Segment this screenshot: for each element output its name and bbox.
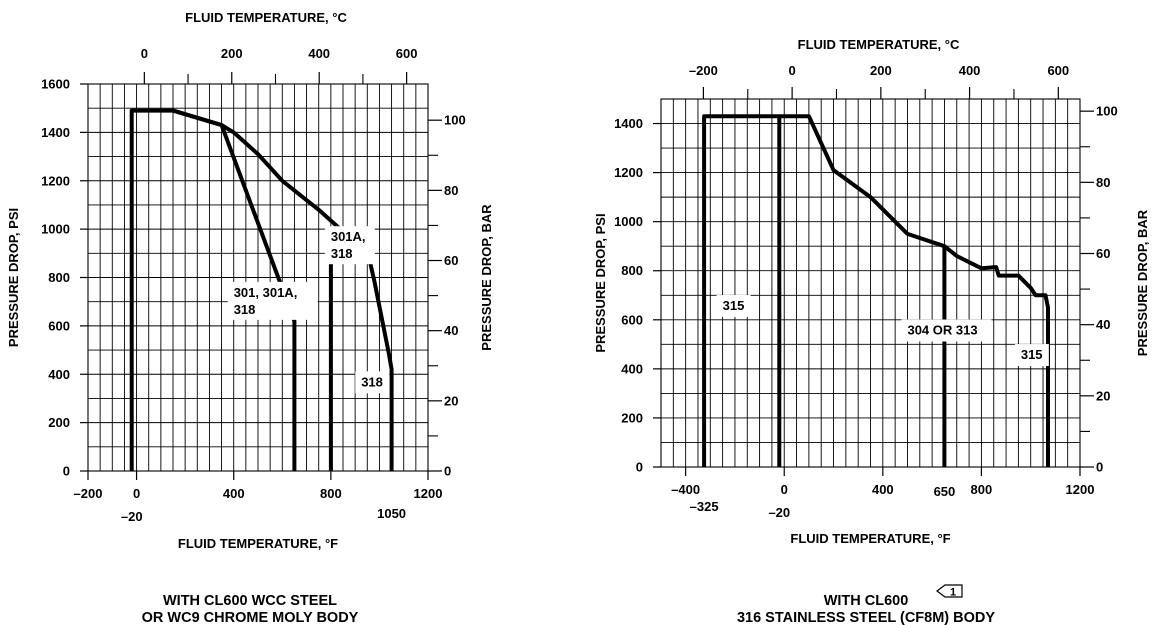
series-line <box>702 114 1050 467</box>
annotation-label: 315 <box>723 298 745 313</box>
x-axis-title: FLUID TEMPERATURE, °F <box>178 536 338 551</box>
x-tick-label: –400 <box>671 482 700 497</box>
x2-tick-label: –200 <box>689 63 718 78</box>
x-axis-title: FLUID TEMPERATURE, °F <box>790 531 950 546</box>
x-tick-label: –200 <box>74 486 103 501</box>
x-tick-label: 800 <box>320 486 342 501</box>
x2-axis-title: FLUID TEMPERATURE, °C <box>185 10 347 25</box>
x2-tick-label: 0 <box>141 46 148 61</box>
y-tick-label: 1000 <box>614 214 643 229</box>
x-tick-label: 1200 <box>414 486 443 501</box>
annotation-label: 301A, <box>331 229 366 244</box>
y2-tick-label: 100 <box>444 113 466 128</box>
y-tick-label: 600 <box>48 318 70 333</box>
x-special-label: –20 <box>121 509 143 524</box>
y-tick-label: 800 <box>48 270 70 285</box>
grid <box>660 98 1081 468</box>
chart-caption: WITH CL600 <box>824 593 909 609</box>
annotation-label: 318 <box>361 374 383 389</box>
x-tick-label: 400 <box>223 486 245 501</box>
left-chart: 0200400600800100012001400160002040608010… <box>6 10 494 625</box>
y-tick-label: 200 <box>621 410 643 425</box>
x2-tick-label: 400 <box>308 46 330 61</box>
y2-tick-label: 60 <box>1096 246 1110 261</box>
annotation-background <box>716 294 751 317</box>
y2-axis-title: PRESSURE DROP, BAR <box>479 204 494 351</box>
y2-tick-label: 60 <box>444 253 458 268</box>
y2-tick-label: 80 <box>1096 175 1110 190</box>
annotation-background <box>1014 344 1049 367</box>
y2-tick-label: 0 <box>444 464 451 479</box>
y-tick-label: 1600 <box>41 77 70 92</box>
annotation-label: 301, 301A, <box>234 285 298 300</box>
y-tick-label: 1000 <box>41 222 70 237</box>
annotation-label: 318 <box>331 246 353 261</box>
annotation-label: 304 OR 313 <box>907 323 977 338</box>
y-tick-label: 1200 <box>614 165 643 180</box>
chart-caption: WITH CL600 WCC STEEL <box>163 593 337 609</box>
y2-tick-label: 20 <box>444 393 458 408</box>
plot-frame <box>660 98 1081 468</box>
y2-tick-label: 20 <box>1096 388 1110 403</box>
y-tick-label: 1400 <box>41 125 70 140</box>
x-tick-label: 400 <box>872 482 894 497</box>
x-tick-label: 800 <box>971 482 993 497</box>
annotation-background <box>227 281 318 320</box>
x-special-label: –20 <box>768 505 790 520</box>
annotation-label: 315 <box>1021 347 1043 362</box>
annotation-background <box>324 226 375 265</box>
right-chart: 0200400600800100012001400020406080100–40… <box>593 37 1150 625</box>
annotation-label: 318 <box>234 302 256 317</box>
x2-tick-label: 400 <box>959 63 981 78</box>
x-special-label: 1050 <box>377 506 406 521</box>
chart-caption: OR WC9 CHROME MOLY BODY <box>142 610 359 625</box>
y2-tick-label: 80 <box>444 183 458 198</box>
y-tick-label: 0 <box>63 464 70 479</box>
x2-tick-label: 600 <box>396 46 418 61</box>
x2-tick-label: 600 <box>1047 63 1069 78</box>
y-tick-label: 400 <box>48 367 70 382</box>
x-special-label: 650 <box>934 484 956 499</box>
y-tick-label: 0 <box>636 460 643 475</box>
grid <box>87 83 429 472</box>
y-tick-label: 1200 <box>41 173 70 188</box>
x-special-label: –325 <box>690 499 719 514</box>
annotation-background <box>355 371 390 394</box>
x2-axis-title: FLUID TEMPERATURE, °C <box>798 37 960 52</box>
x-tick-label: 0 <box>133 486 140 501</box>
y-axis-title: PRESSURE DROP, PSI <box>6 208 21 347</box>
y2-tick-label: 100 <box>1096 104 1118 119</box>
y-tick-label: 200 <box>48 415 70 430</box>
y-tick-label: 600 <box>621 312 643 327</box>
x2-tick-label: 200 <box>221 46 243 61</box>
y2-tick-label: 40 <box>444 323 458 338</box>
annotation-background <box>901 319 992 342</box>
x-tick-label: 1200 <box>1066 482 1095 497</box>
note-flag-icon <box>936 584 963 598</box>
y-tick-label: 400 <box>621 361 643 376</box>
y2-tick-label: 40 <box>1096 317 1110 332</box>
y2-tick-label: 0 <box>1096 460 1103 475</box>
x-tick-label: 0 <box>781 482 788 497</box>
x2-tick-label: 200 <box>870 63 892 78</box>
y-axis-title: PRESSURE DROP, PSI <box>593 213 608 352</box>
y2-axis-title: PRESSURE DROP, BAR <box>1135 209 1150 356</box>
y-tick-label: 800 <box>621 263 643 278</box>
chart-caption: 316 STAINLESS STEEL (CF8M) BODY <box>737 610 995 625</box>
x2-tick-label: 0 <box>789 63 796 78</box>
y-tick-label: 1400 <box>614 116 643 131</box>
note-flag-number: 1 <box>950 587 956 599</box>
